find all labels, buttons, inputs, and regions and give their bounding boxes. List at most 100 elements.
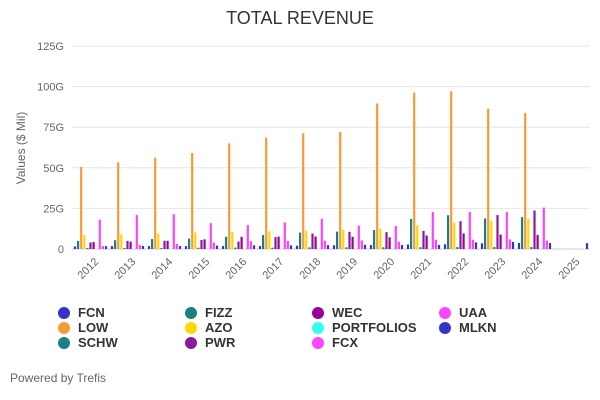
bar-azo-2019 bbox=[342, 229, 345, 249]
bar-azo-2023 bbox=[490, 220, 493, 249]
bar-wec-2019 bbox=[351, 236, 354, 249]
bar-fizz-2021 bbox=[419, 247, 422, 249]
bar-pwr-2024 bbox=[533, 210, 536, 249]
bar-azo-2022 bbox=[453, 222, 456, 249]
bar-wec-2012 bbox=[92, 242, 95, 249]
x-tick-label: 2021 bbox=[408, 256, 434, 282]
bar-azo-2018 bbox=[305, 230, 308, 249]
bars bbox=[73, 91, 589, 250]
bar-fcx-2012 bbox=[98, 219, 101, 249]
bar-fcn-2024 bbox=[517, 242, 521, 249]
y-tick-label: 50G bbox=[43, 163, 64, 175]
bar-azo-2017 bbox=[268, 231, 271, 249]
bar-uaa-2013 bbox=[138, 245, 141, 249]
bar-fcx-2016 bbox=[246, 224, 249, 249]
bar-mlkn-2013 bbox=[141, 245, 145, 249]
bar-fcx-2014 bbox=[172, 214, 175, 249]
legend-swatch bbox=[312, 336, 324, 349]
bar-fizz-2012 bbox=[86, 247, 89, 249]
bar-pwr-2018 bbox=[311, 233, 314, 249]
legend-item-fizz[interactable]: FIZZ bbox=[185, 305, 232, 320]
bar-low-2021 bbox=[413, 92, 416, 249]
bar-mlkn-2015 bbox=[215, 245, 219, 249]
legend-item-uaa[interactable]: UAA bbox=[439, 305, 487, 320]
legend-label: SCHW bbox=[78, 335, 118, 350]
x-tick-label: 2023 bbox=[482, 256, 508, 282]
bar-pwr-2014 bbox=[163, 240, 166, 249]
bar-fizz-2019 bbox=[345, 247, 348, 249]
bar-schw-2012 bbox=[77, 240, 80, 249]
bar-mlkn-2016 bbox=[252, 245, 256, 249]
bar-fcx-2020 bbox=[394, 225, 397, 249]
x-tick-label: 2014 bbox=[149, 256, 175, 282]
bar-mlkn-2017 bbox=[289, 245, 293, 249]
bar-fcn-2023 bbox=[480, 243, 484, 249]
bar-schw-2014 bbox=[151, 239, 154, 249]
legend-swatch bbox=[185, 321, 197, 334]
y-axis-ticks: 0 25G 50G 75G 100G 125G bbox=[37, 41, 64, 256]
bar-schw-2024 bbox=[521, 217, 524, 249]
x-tick-label: 2020 bbox=[371, 256, 397, 282]
bar-fcx-2017 bbox=[283, 222, 286, 249]
bar-low-2013 bbox=[117, 162, 120, 249]
legend-item-fcx[interactable]: FCX bbox=[312, 335, 358, 350]
legend-item-schw[interactable]: SCHW bbox=[58, 335, 118, 350]
bar-fcx-2023 bbox=[505, 211, 508, 249]
bar-pwr-2013 bbox=[126, 240, 129, 249]
x-tick-label: 2022 bbox=[445, 256, 471, 282]
legend-item-pwr[interactable]: PWR bbox=[185, 335, 235, 350]
legend-item-portfolios[interactable]: PORTFOLIOS bbox=[312, 320, 417, 335]
bar-azo-2015 bbox=[194, 232, 197, 249]
bar-wec-2013 bbox=[129, 241, 132, 249]
bar-uaa-2019 bbox=[360, 240, 363, 249]
bar-fcn-2014 bbox=[147, 246, 151, 249]
bar-fcn-2020 bbox=[369, 245, 373, 249]
bar-wec-2023 bbox=[499, 234, 502, 249]
bar-mlkn-2022 bbox=[474, 242, 478, 249]
bar-mlkn-2014 bbox=[178, 245, 182, 249]
y-axis-title: Values ($ Mil) bbox=[14, 112, 28, 184]
y-tick-label: 0 bbox=[58, 244, 64, 256]
legend-swatch bbox=[439, 321, 451, 334]
bar-pwr-2020 bbox=[385, 232, 388, 249]
legend-item-azo[interactable]: AZO bbox=[185, 320, 232, 335]
bar-schw-2023 bbox=[484, 218, 487, 249]
bar-pwr-2015 bbox=[200, 240, 203, 249]
bar-wec-2017 bbox=[277, 236, 280, 249]
bar-fcn-2021 bbox=[406, 244, 410, 249]
legend-item-wec[interactable]: WEC bbox=[312, 305, 362, 320]
bar-wec-2016 bbox=[240, 236, 243, 249]
x-axis-ticks: 2012 2013 2014 2015 2016 2017 2018 2019 2020 2021… bbox=[75, 256, 582, 282]
bar-fcn-2022 bbox=[443, 244, 447, 249]
legend-label: MLKN bbox=[459, 320, 497, 335]
bar-wec-2014 bbox=[166, 240, 169, 249]
bar-wec-2024 bbox=[536, 235, 539, 249]
bar-fcx-2019 bbox=[357, 225, 360, 249]
bar-low-2014 bbox=[154, 157, 157, 249]
bar-uaa-2014 bbox=[175, 243, 178, 249]
bar-wec-2022 bbox=[462, 233, 465, 249]
bar-pwr-2023 bbox=[496, 215, 499, 249]
bar-wec-2021 bbox=[425, 235, 428, 249]
bar-fizz-2014 bbox=[160, 247, 163, 249]
legend-item-fcn[interactable]: FCN bbox=[58, 305, 105, 320]
bar-wec-2020 bbox=[388, 237, 391, 249]
bar-pwr-2012 bbox=[89, 242, 92, 249]
x-tick-label: 2015 bbox=[186, 256, 212, 282]
legend-swatch bbox=[439, 306, 451, 319]
bar-low-2024 bbox=[524, 113, 527, 249]
bar-schw-2021 bbox=[410, 218, 413, 249]
legend-label: FCN bbox=[78, 305, 105, 320]
bar-fcx-2024 bbox=[542, 207, 545, 249]
legend-item-low[interactable]: LOW bbox=[58, 320, 108, 335]
bar-pwr-2017 bbox=[274, 237, 277, 249]
bar-wec-2015 bbox=[203, 239, 206, 249]
bar-fizz-2024 bbox=[530, 247, 533, 249]
legend-item-mlkn[interactable]: MLKN bbox=[439, 320, 497, 335]
bar-pwr-2022 bbox=[459, 221, 462, 249]
bar-fcn-2015 bbox=[184, 246, 188, 249]
bar-fcn-2013 bbox=[110, 246, 114, 249]
bar-low-2016 bbox=[228, 143, 231, 249]
gridlines bbox=[72, 45, 590, 250]
